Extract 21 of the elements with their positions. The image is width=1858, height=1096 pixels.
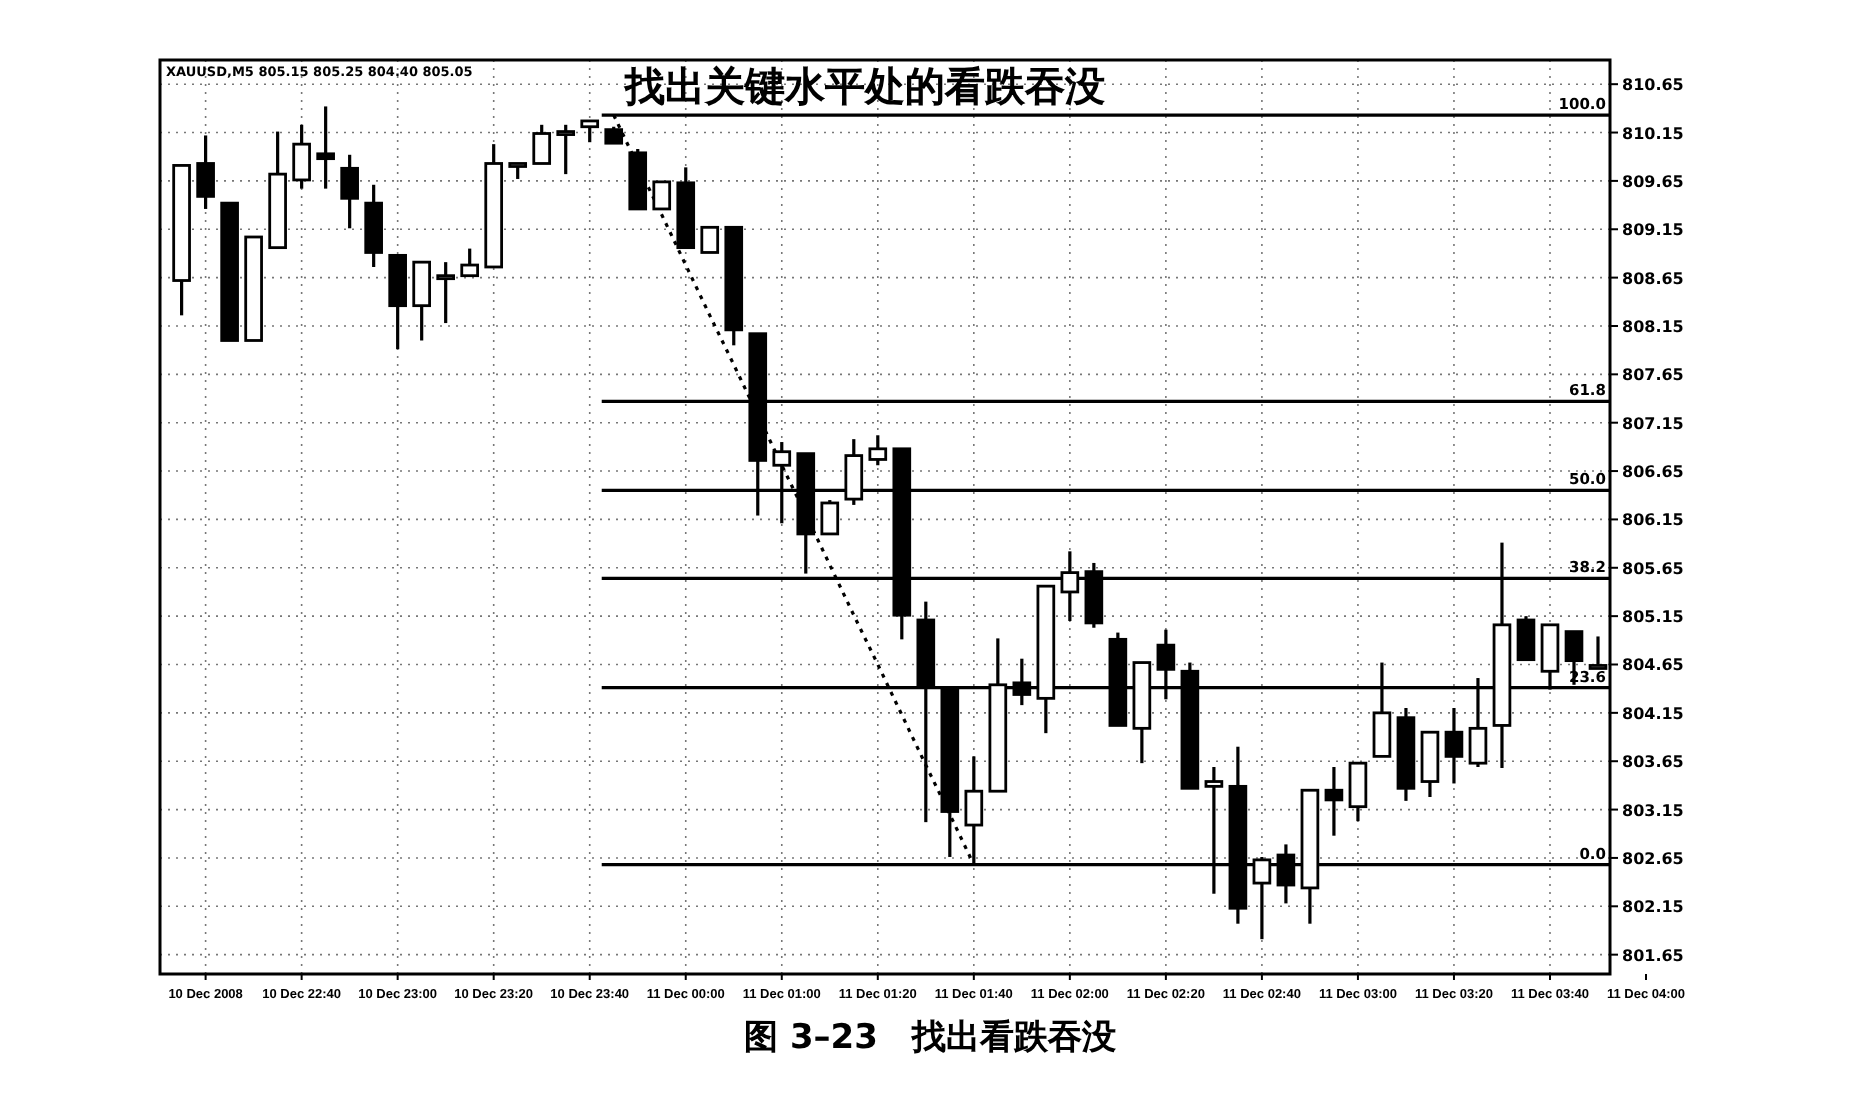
y-tick-label: 803.65	[1622, 753, 1685, 772]
y-tick-label: 803.15	[1622, 801, 1685, 820]
y-tick-label: 808.65	[1622, 269, 1685, 288]
y-tick-label: 804.65	[1622, 656, 1685, 675]
y-tick-label: 805.65	[1622, 559, 1685, 578]
y-tick-label: 810.15	[1622, 124, 1685, 143]
caption: 图 3–23 找出看跌吞没	[744, 1018, 1116, 1058]
y-tick-label: 807.15	[1622, 414, 1685, 433]
y-tick-label: 806.15	[1622, 511, 1685, 530]
y-tick-label: 801.65	[1622, 946, 1685, 965]
y-tick-label: 804.15	[1622, 704, 1685, 723]
y-tick-label: 809.15	[1622, 221, 1685, 240]
y-tick-label: 802.15	[1622, 898, 1685, 917]
y-tick-label: 808.15	[1622, 317, 1685, 336]
y-tick-label: 802.65	[1622, 849, 1685, 868]
y-tick-label: 805.15	[1622, 608, 1685, 627]
y-tick-label: 809.65	[1622, 172, 1685, 191]
y-tick-label: 806.65	[1622, 463, 1685, 482]
y-tick-label: 807.65	[1622, 366, 1685, 385]
y-tick-label: 810.65	[1622, 76, 1685, 95]
chart-title: 找出关键水平处的看跌吞没	[623, 62, 1105, 110]
